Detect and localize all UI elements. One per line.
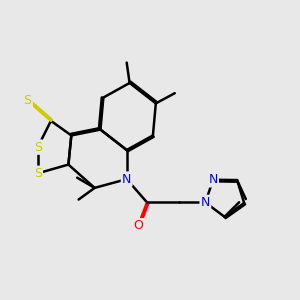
Text: N: N (201, 196, 210, 209)
Text: S: S (34, 167, 42, 180)
Text: N: N (208, 173, 218, 186)
Text: S: S (24, 94, 32, 107)
Text: S: S (34, 141, 42, 154)
Text: O: O (134, 219, 143, 232)
Text: N: N (122, 172, 131, 186)
